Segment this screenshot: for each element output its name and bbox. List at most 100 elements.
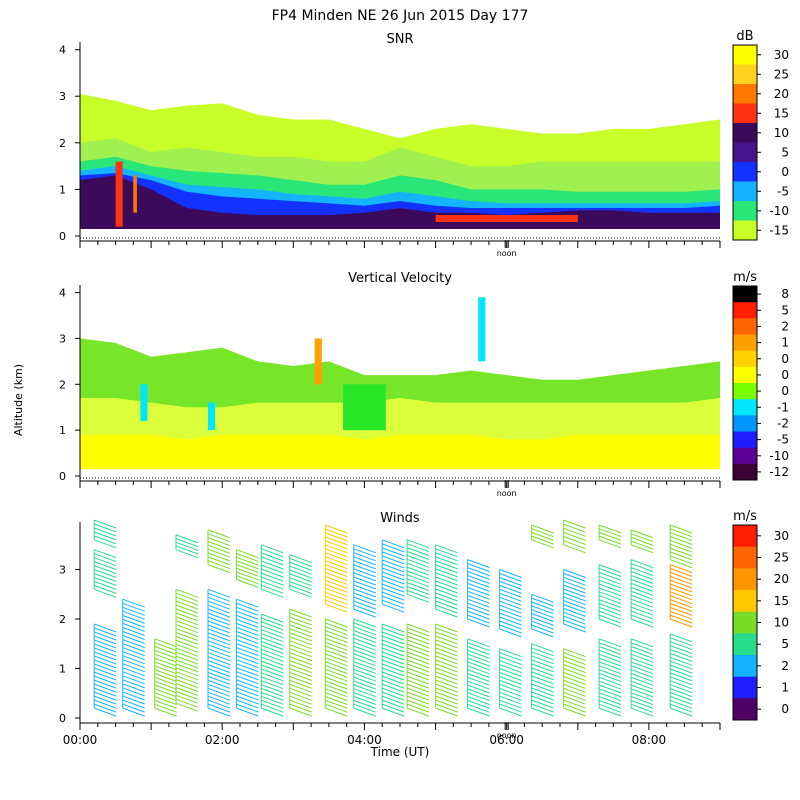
wind-barb — [236, 679, 259, 689]
wind-barb — [563, 664, 586, 674]
legend-label: -10 — [769, 449, 789, 463]
wind-barb — [289, 628, 312, 638]
wind-barb — [406, 623, 430, 633]
wind-barb — [499, 573, 522, 582]
y-tick-label: 1 — [59, 424, 66, 437]
legend-swatch — [733, 142, 757, 163]
wind-barb — [122, 655, 145, 665]
wind-barb — [670, 633, 693, 643]
wind-barb — [261, 568, 284, 578]
wind-barb — [499, 580, 522, 590]
wind-barb — [670, 707, 693, 717]
wind-barb — [406, 655, 430, 665]
wind-barb — [630, 688, 654, 698]
wind-barb — [531, 524, 554, 534]
echo-patch-3 — [133, 175, 137, 213]
wind-barb — [207, 703, 231, 713]
wind-barb — [122, 683, 145, 693]
wind-barb — [289, 660, 312, 670]
legend-swatch — [733, 350, 757, 368]
wind-barb — [175, 549, 199, 559]
wind-barb — [261, 672, 284, 682]
color-legend: m/s 8 5 2 1 0 0 0 -1 -2 -5 -10 -12 — [732, 270, 789, 481]
wind-barb — [630, 696, 654, 706]
wind-barb — [236, 602, 259, 612]
wind-barb — [175, 675, 199, 685]
wind-barb — [435, 592, 458, 602]
wind-barb — [154, 638, 177, 648]
wind-barb — [353, 703, 376, 713]
wind-barb — [236, 639, 259, 649]
wind-barb — [406, 558, 430, 568]
wind-barb — [289, 691, 312, 701]
wind-barb — [325, 532, 348, 542]
wind-barb — [353, 588, 376, 598]
wind-barb — [406, 695, 430, 705]
wind-barb — [531, 613, 554, 622]
wind-barb — [154, 661, 177, 671]
wind-barb — [94, 573, 117, 582]
wind-barb — [175, 659, 199, 669]
wind-barb — [175, 612, 199, 622]
wind-barb — [531, 624, 554, 634]
wind-profile-14 — [467, 559, 490, 717]
wind-barb — [94, 580, 117, 590]
wind-barb — [325, 641, 348, 651]
wind-barb — [175, 663, 199, 673]
wind-barb — [261, 656, 284, 666]
wind-barb — [325, 595, 348, 605]
wind-barb — [94, 588, 117, 598]
wind-barb — [289, 608, 312, 618]
wind-barb — [289, 581, 312, 591]
wind-barb — [353, 657, 376, 667]
wind-barb — [467, 610, 490, 620]
wind-barb — [499, 699, 522, 709]
wind-barb — [406, 543, 430, 553]
wind-barb — [382, 691, 405, 701]
legend-swatch — [733, 447, 757, 465]
wind-barb — [563, 652, 586, 662]
wind-barb — [531, 667, 554, 677]
wind-barb — [435, 556, 458, 566]
wind-barb — [435, 695, 458, 705]
wind-barb — [670, 524, 693, 534]
wind-barb — [531, 531, 554, 541]
wind-barb — [353, 552, 376, 562]
wind-barb — [499, 664, 522, 674]
wind-barb — [94, 683, 117, 693]
wind-barb — [406, 699, 430, 709]
legend-frame — [732, 285, 758, 481]
wind-barb — [630, 559, 654, 569]
wind-barb — [261, 629, 284, 639]
legend-swatch — [733, 655, 757, 677]
wind-barb — [289, 624, 312, 634]
legend-label: 10 — [774, 126, 789, 140]
wind-barb — [382, 587, 405, 597]
wind-barb — [531, 593, 554, 603]
wind-barb — [467, 649, 490, 659]
wind-barb — [435, 651, 458, 661]
wind-barb — [563, 580, 586, 590]
wind-barb — [122, 627, 145, 636]
wind-barb — [154, 692, 177, 702]
wind-barb — [325, 707, 348, 717]
wind-barb — [670, 559, 693, 569]
wind-barb — [563, 600, 586, 610]
wind-barb — [175, 639, 199, 649]
legend-swatch — [733, 201, 757, 221]
legend-swatch — [733, 698, 757, 721]
wind-barb — [236, 659, 259, 669]
wind-barb — [531, 620, 554, 630]
wind-barb — [353, 572, 376, 582]
wind-barb — [467, 638, 490, 648]
wind-barb — [499, 652, 522, 662]
wind-barb — [670, 543, 693, 553]
wind-barb — [289, 679, 312, 689]
legend-label: 5 — [781, 303, 789, 317]
wind-barb — [236, 618, 259, 628]
y-tick-label: 3 — [59, 332, 66, 345]
wind-barb — [236, 571, 259, 581]
wind-barb — [670, 603, 693, 612]
wind-barb — [406, 554, 430, 564]
wind-barb — [435, 560, 458, 570]
